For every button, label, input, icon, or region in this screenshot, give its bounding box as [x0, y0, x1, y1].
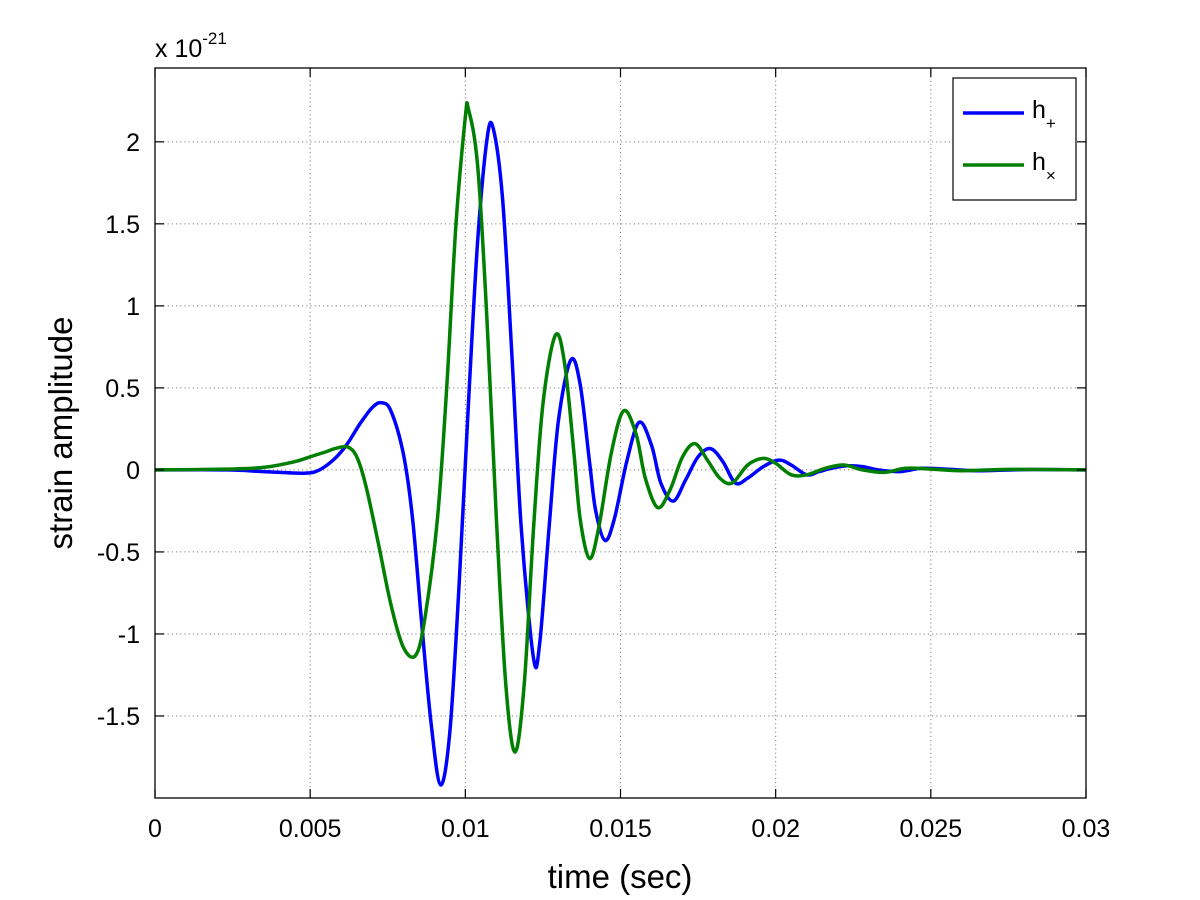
x-tick-label: 0.015	[589, 815, 652, 843]
y-axis-label: strain amplitude	[42, 317, 79, 550]
x-tick-label: 0.03	[1062, 815, 1111, 843]
legend-label-subscript: +	[1046, 114, 1056, 133]
x-tick-label: 0	[148, 815, 162, 843]
y-axis-multiplier: x 10-21	[155, 29, 227, 63]
y-tick-label: 2	[126, 129, 140, 157]
y-tick-label: -0.5	[97, 539, 140, 567]
y-tick-label: -1	[118, 621, 140, 649]
y-axis-multiplier-exponent: -21	[202, 29, 227, 48]
y-tick-label: 0	[126, 457, 140, 485]
x-axis-label: time (sec)	[548, 858, 693, 895]
axis-ticks: 0 0.005 0.01 0.015 0.02 0.025 0.03 -1.5 -1 -0.5 0 0…	[97, 68, 1110, 843]
legend-label: h×	[1032, 148, 1056, 185]
legend-label-subscript: ×	[1046, 166, 1056, 185]
legend: h+ h×	[952, 77, 1077, 201]
x-tick-label: 0.005	[279, 815, 342, 843]
y-tick-label: 1.5	[105, 211, 140, 239]
plot-background	[155, 68, 1086, 798]
y-tick-label: 1	[126, 293, 140, 321]
series-line-h-cross	[154, 101, 1087, 754]
y-tick-label: 0.5	[105, 375, 140, 403]
x-tick-label: 0.025	[900, 815, 963, 843]
y-tick-label: -1.5	[97, 703, 140, 731]
series-layer	[154, 101, 1087, 787]
x-tick-label: 0.02	[751, 815, 800, 843]
x-tick-label: 0.01	[441, 815, 490, 843]
legend-label: h+	[1032, 96, 1056, 133]
legend-box	[952, 77, 1077, 201]
